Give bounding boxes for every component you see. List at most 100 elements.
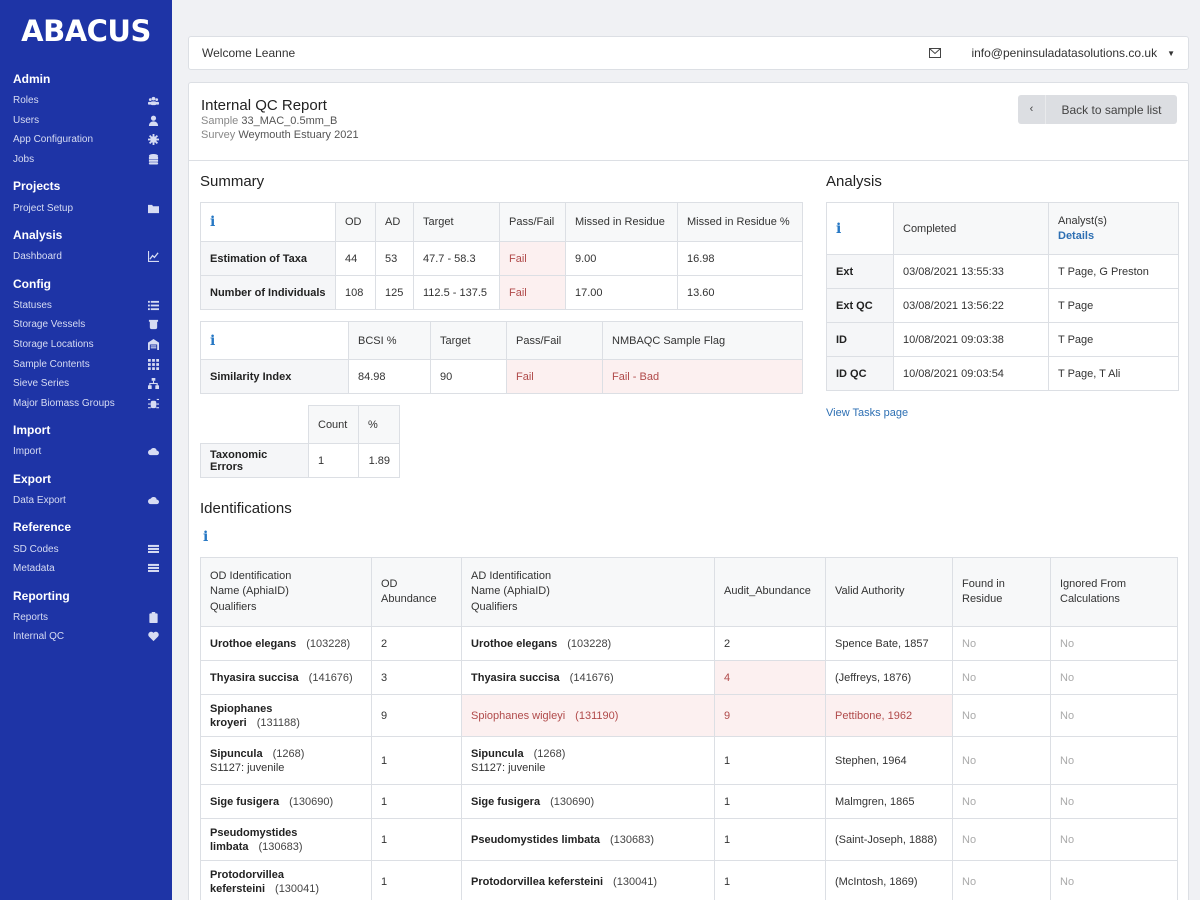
sidebar-item-import[interactable]: Import [0,442,172,462]
aphia-id: (131190) [575,709,619,722]
sidebar-item-internal-qc[interactable]: Internal QC [0,627,172,647]
sidebar-item-metadata[interactable]: Metadata [0,559,172,579]
info-icon[interactable]: i [210,214,216,230]
table-row: ID 10/08/2021 09:03:38 T Page [826,322,1179,357]
survey-label: Survey [201,129,236,141]
sidebar-item-dashboard[interactable]: Dashboard [0,247,172,267]
nav-section-analysis: Analysis Dashboard [0,222,172,267]
taxon-name: Urothoe elegans [210,637,297,650]
app-logo[interactable]: ABACUS [21,14,151,48]
audit-abundance-cell: 1 [714,784,826,819]
ignored-cell: No [1050,694,1178,737]
audit-abundance-cell: 1 [714,860,826,900]
aphia-id: (141676) [308,671,353,684]
list-icon [147,299,159,311]
table-row: Pseudomystides limbata (130683) 1 Pseudomys… [200,818,1178,861]
envelope-icon[interactable] [929,47,943,59]
header-line: Name (AphiaID) [210,585,289,598]
nav-heading: Export [13,471,52,486]
sidebar-item-label: Storage Locations [13,339,94,351]
aphia-id: (130683) [258,840,303,853]
nav-heading: Analysis [13,227,63,242]
sidebar-item-storage-locations[interactable]: Storage Locations [0,335,172,355]
audit-abundance-cell: 2 [714,626,826,661]
sidebar-item-project-setup[interactable]: Project Setup [0,198,172,218]
header-line: Ignored From [1060,577,1127,590]
chart-icon [147,251,159,263]
clipboard-icon [147,611,159,623]
sidebar-item-reports[interactable]: Reports [0,608,172,628]
sidebar-item-roles[interactable]: Roles [0,91,172,111]
row-label: Estimation of Taxa [200,241,336,276]
audit-abundance-cell: 9 [714,694,826,737]
qualifier: S1127: juvenile [210,761,285,774]
ad-identification-cell: Spiophanes wigleyi (131190) [461,694,715,737]
sidebar-item-storage-vessels[interactable]: Storage Vessels [0,315,172,335]
found-in-residue-cell: No [952,784,1051,819]
view-tasks-link[interactable]: View Tasks page [826,407,909,419]
sidebar-item-sieve-series[interactable]: Sieve Series [0,374,172,394]
col-missed-pct: Missed in Residue % [677,202,803,242]
aphia-id: (131188) [256,716,300,729]
ad-identification-cell: Sige fusigera (130690) [461,784,715,819]
cell: 16.98 [677,241,803,276]
od-identification-cell: Urothoe elegans (103228) [200,626,372,661]
blank-cell [200,405,309,444]
user-email-menu[interactable]: info@peninsuladatasolutions.co.uk [971,46,1158,60]
sidebar-item-app-configuration[interactable]: App Configuration [0,130,172,150]
cell: 17.00 [565,275,678,310]
cell: T Page [1048,288,1179,323]
ad-identification-cell: Sipuncula (1268) S1127: juvenile [461,736,715,785]
aphia-id: (130041) [613,875,658,888]
chevron-down-icon[interactable]: ▼ [1167,48,1175,58]
cell: 10/08/2021 09:03:38 [893,322,1049,357]
info-icon[interactable]: i [203,529,209,545]
grid-icon [147,358,159,370]
survey-line: Survey Weymouth Estuary 2021 [201,128,1176,142]
cell: 1 [308,443,359,478]
identifications-heading: Identifications [200,500,292,517]
col-target: Target [413,202,500,242]
header-line: OD [381,577,398,590]
top-bar: Welcome Leanne info@peninsuladatasolutio… [188,36,1189,70]
cell: 47.7 - 58.3 [413,241,500,276]
row-label: ID QC [826,356,894,391]
identifications-table: OD Identification Name (AphiaID) Qualifi… [200,557,1178,900]
table-icon [147,543,159,555]
table-row: Sipuncula (1268) S1127: juvenile 1 Sipuncula… [200,736,1178,785]
sidebar-item-data-export[interactable]: Data Export [0,491,172,511]
info-icon[interactable]: i [210,332,216,349]
cell: 125 [375,275,414,310]
row-label: Similarity Index [200,359,349,394]
sidebar-item-statuses[interactable]: Statuses [0,296,172,316]
od-abundance-cell: 1 [371,736,462,785]
info-icon[interactable]: i [836,220,842,237]
cell: T Page [1048,322,1179,357]
sidebar-item-major-biomass-groups[interactable]: Major Biomass Groups [0,394,172,414]
taxon-name: Pseudomystides limbata [471,833,600,846]
header-line: Found in [962,577,1005,590]
sidebar-item-sample-contents[interactable]: Sample Contents [0,354,172,374]
cell: T Page, T Ali [1048,356,1179,391]
valid-authority-cell: (McIntosh, 1869) [825,860,953,900]
sidebar-item-label: Jobs [13,154,35,166]
od-identification-cell: Protodorvillea kefersteini (130041) [200,860,372,900]
cloud-download-icon [147,495,159,507]
col-od: OD [335,202,376,242]
sidebar-item-jobs[interactable]: Jobs [0,150,172,170]
col-ignored: Ignored From Calculations [1050,557,1178,627]
sidebar-item-label: SD Codes [13,543,59,555]
sidebar-item-users[interactable]: Users [0,111,172,131]
table-row: Number of Individuals 108 125 112.5 - 13… [200,275,803,310]
valid-authority-cell: Stephen, 1964 [825,736,953,785]
col-pass-fail: Pass/Fail [499,202,566,242]
back-to-sample-list-button[interactable]: ‹ Back to sample list [1018,95,1177,124]
heart-icon [147,631,159,643]
cell: 112.5 - 137.5 [413,275,500,310]
col-completed: Completed [893,202,1049,255]
sidebar-item-sd-codes[interactable]: SD Codes [0,539,172,559]
details-link[interactable]: Details [1058,229,1095,242]
ignored-cell: No [1050,736,1178,785]
col-od-abundance: OD Abundance [371,557,462,627]
summary-heading: Summary [200,173,265,190]
